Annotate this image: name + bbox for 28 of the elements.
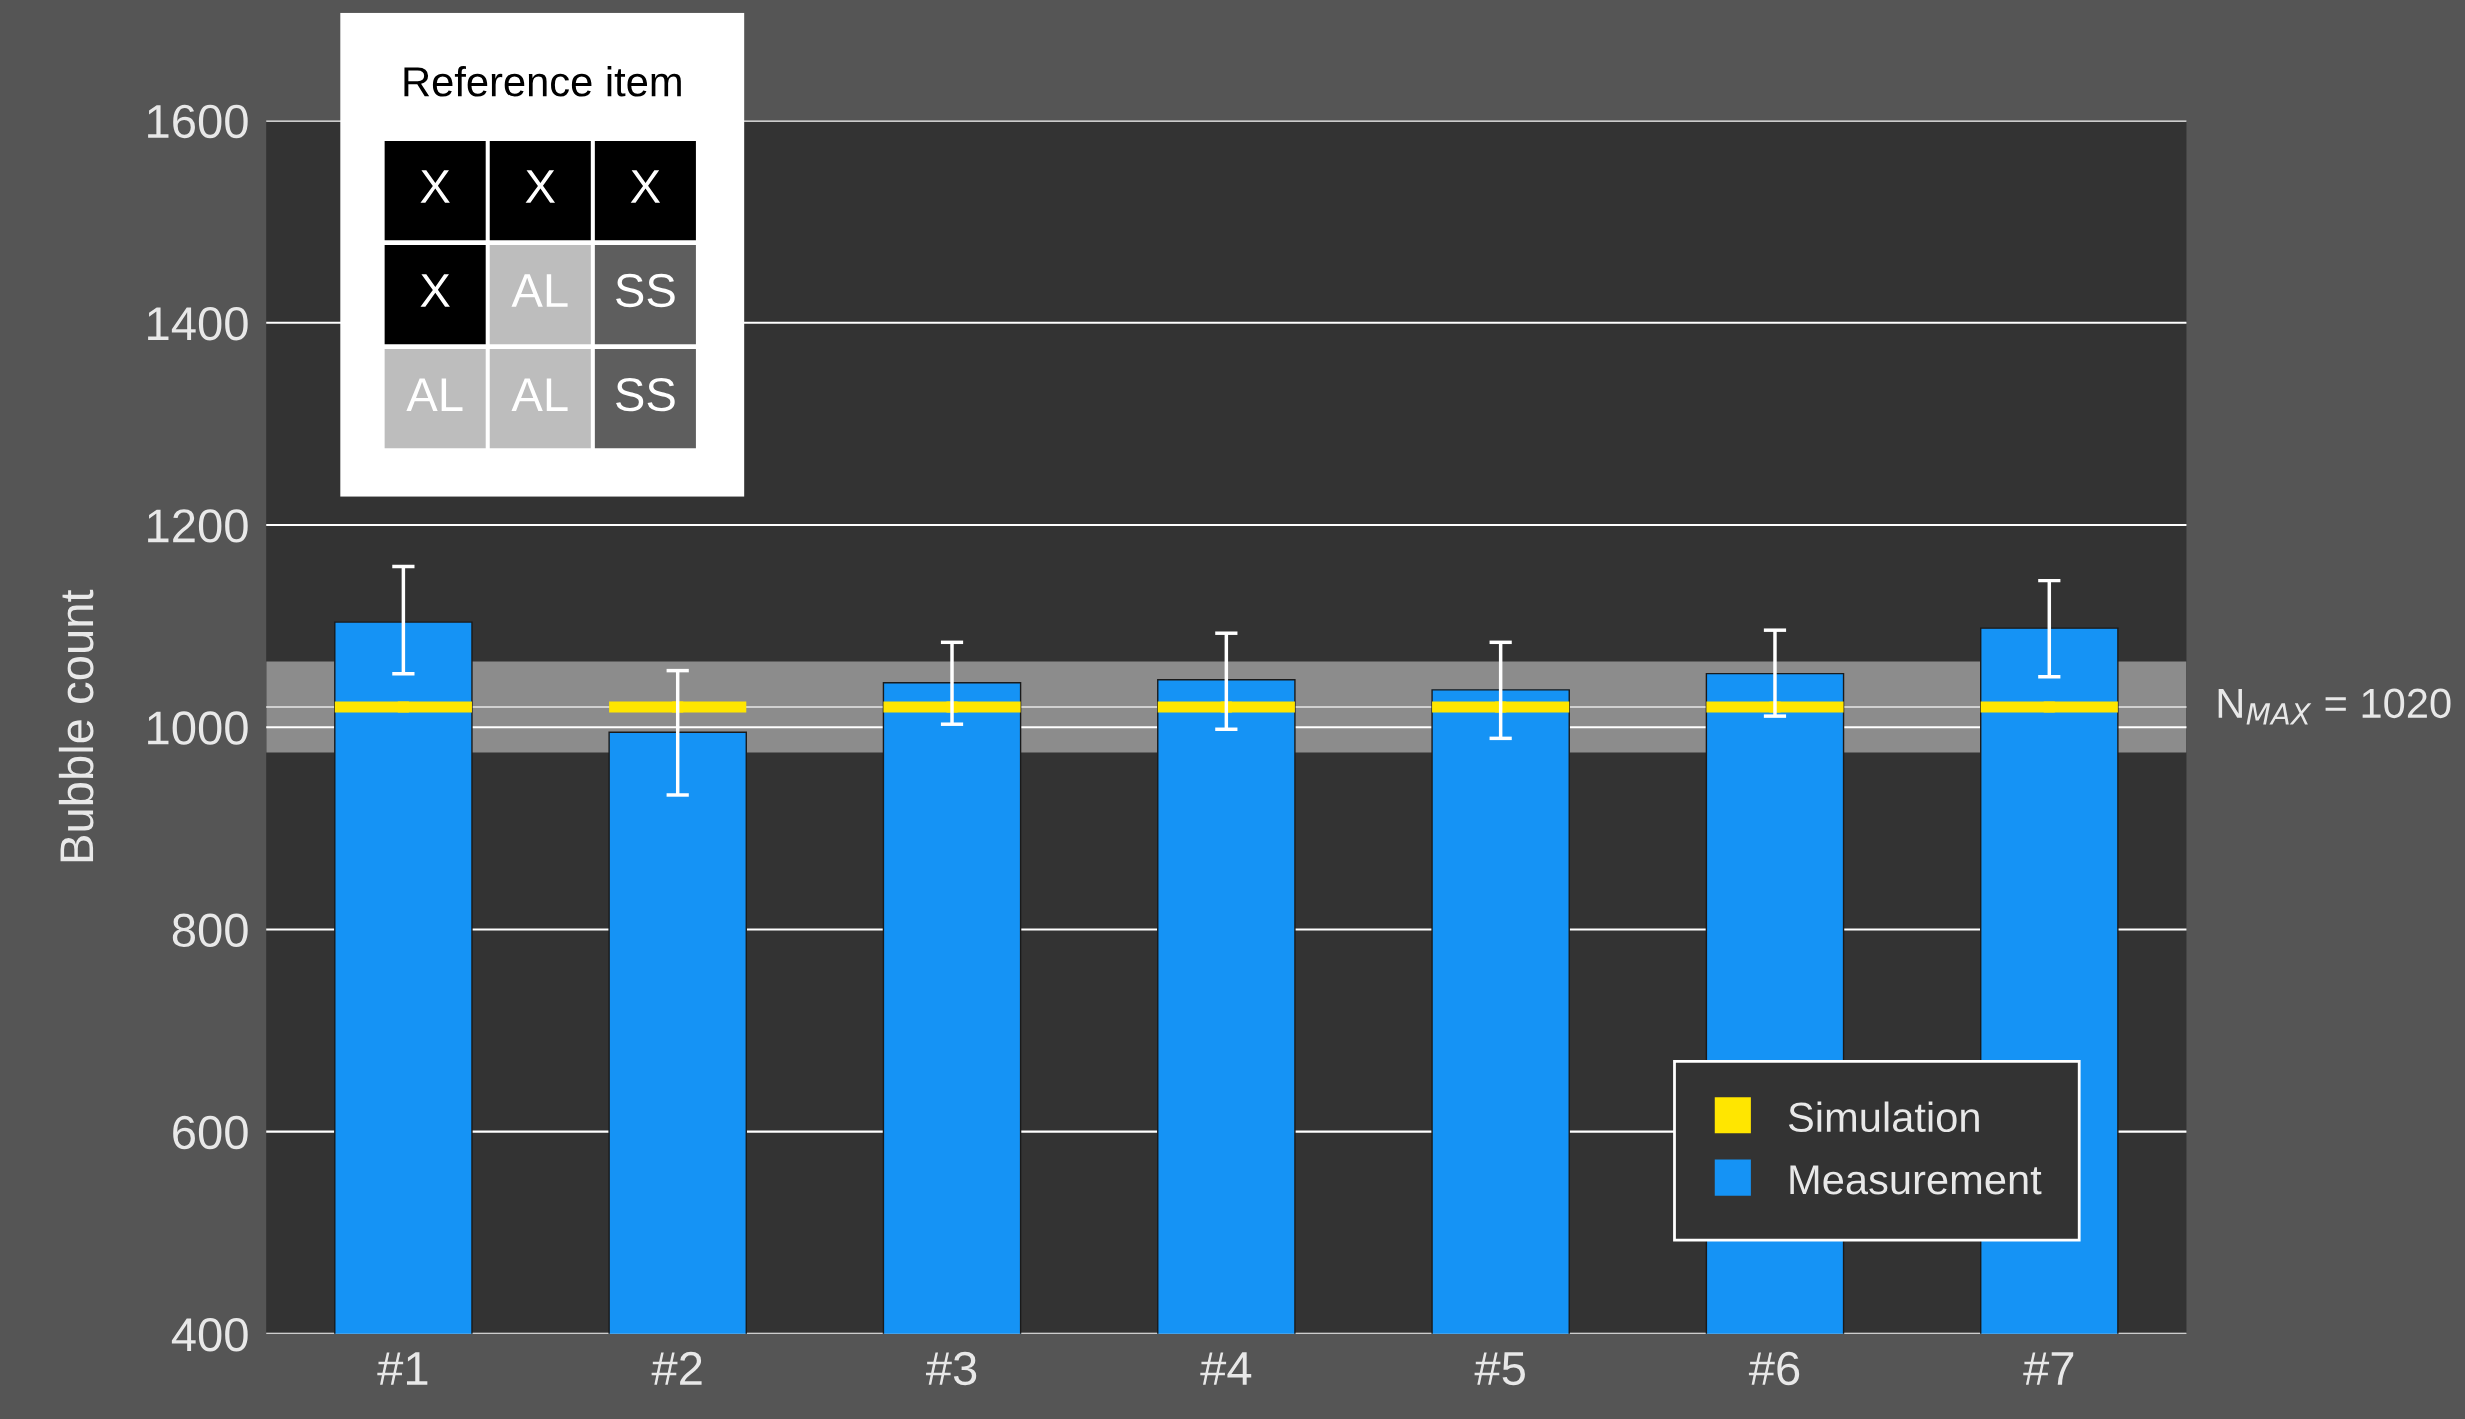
y-tick-label: 1600	[148, 104, 248, 139]
y-tick-label: 1200	[148, 509, 248, 543]
annotation: AL	[406, 378, 463, 411]
text: Reference item	[404, 65, 681, 97]
ref-line-label: N$_{MAX}$ = 1020	[2218, 688, 2451, 725]
x-tick-label: #3	[925, 1351, 977, 1386]
x-tick-label: #2	[651, 1351, 702, 1385]
annotation: AL	[511, 378, 568, 411]
y-tick-label: 1000	[148, 711, 248, 745]
y-tick-label: 800	[172, 913, 248, 948]
y-tick-label: 600	[173, 1115, 248, 1150]
x-tick-label: #1	[377, 1352, 428, 1385]
x-tick-label: #5	[1474, 1352, 1525, 1386]
y-axis-title: Bubble count	[58, 589, 94, 862]
y-tick-label: 1400	[148, 306, 248, 341]
x-tick-label: #7	[2023, 1352, 2074, 1385]
annotation: X	[630, 170, 661, 203]
y-tick-label: 400	[171, 1318, 248, 1352]
annotation: X	[420, 170, 450, 203]
x-tick-label: #4	[1200, 1352, 1252, 1385]
annotation: SS	[616, 273, 675, 308]
legend-label: Simulation	[1788, 1101, 1979, 1133]
annotation: X	[420, 274, 450, 307]
legend-label: Measurement	[1790, 1165, 2042, 1195]
annotation: X	[525, 170, 556, 203]
annotation: SS	[616, 377, 675, 412]
x-tick-label: #6	[1748, 1351, 1800, 1386]
annotation: AL	[511, 274, 568, 307]
